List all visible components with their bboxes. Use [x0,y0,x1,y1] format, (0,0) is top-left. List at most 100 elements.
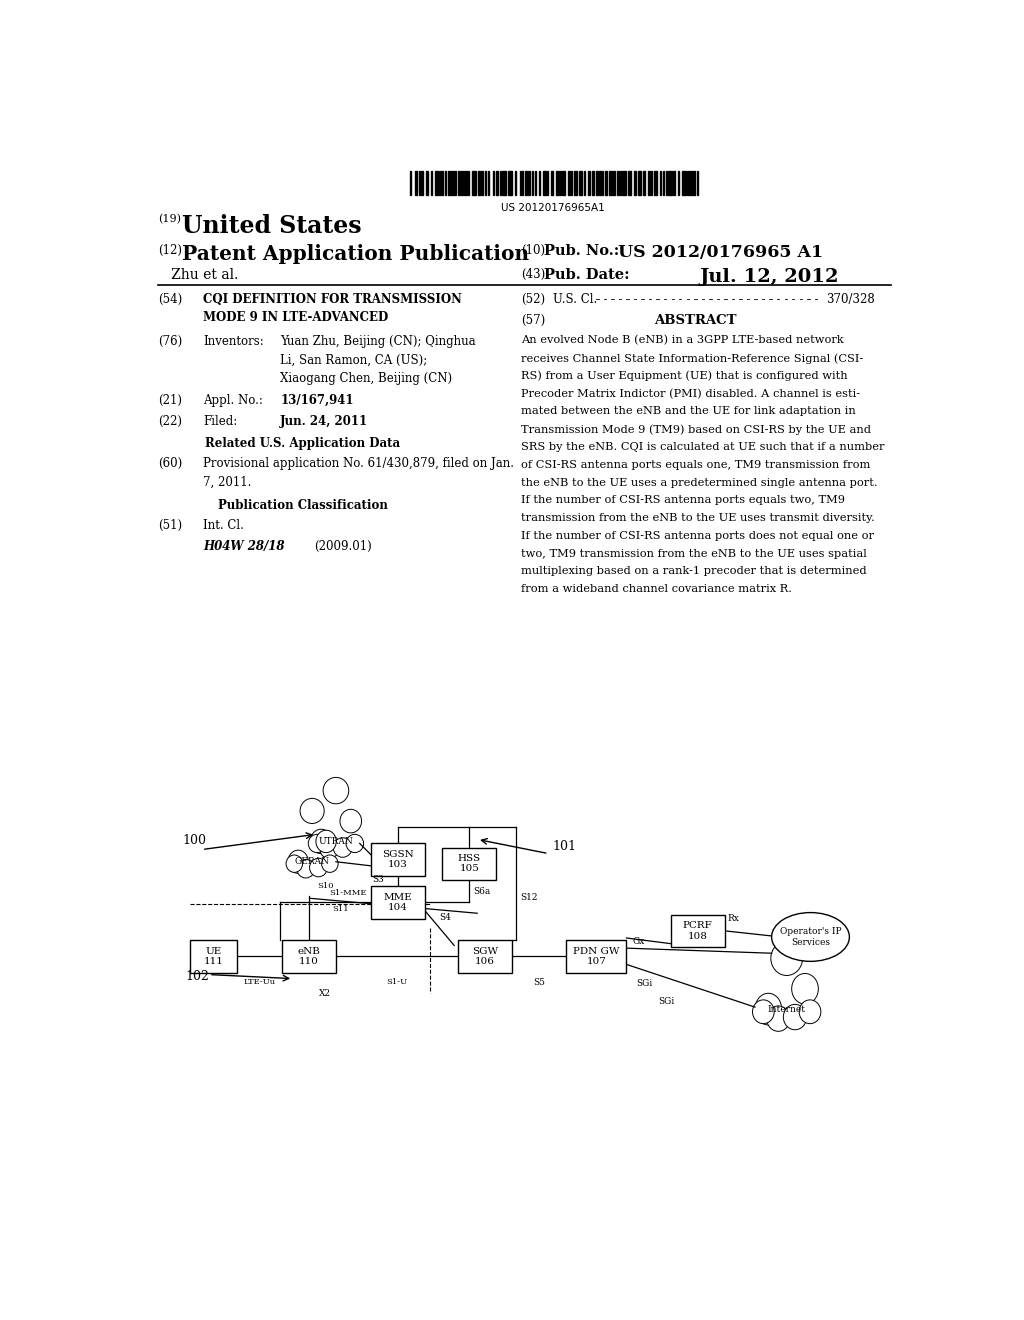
Text: (2009.01): (2009.01) [314,540,373,553]
Ellipse shape [340,809,361,833]
Bar [481,170,483,195]
Text: Jul. 12, 2012: Jul. 12, 2012 [699,268,839,286]
Ellipse shape [308,834,326,853]
Text: Pub. No.:: Pub. No.: [544,244,620,257]
Text: (51): (51) [158,519,182,532]
FancyBboxPatch shape [371,843,425,876]
Text: Jun. 24, 2011: Jun. 24, 2011 [281,414,369,428]
Ellipse shape [767,1006,791,1031]
Bar [628,170,631,195]
Text: S12: S12 [520,894,538,903]
Text: Int. Cl.: Int. Cl. [204,519,245,532]
Text: Rx: Rx [727,913,739,923]
Text: Gx: Gx [633,937,645,946]
Text: SRS by the eNB. CQI is calculated at UE such that if a number: SRS by the eNB. CQI is calculated at UE … [521,442,885,451]
Text: Publication Classification: Publication Classification [218,499,387,512]
Text: PDN GW
107: PDN GW 107 [573,946,620,966]
Text: the eNB to the UE uses a predetermined single antenna port.: the eNB to the UE uses a predetermined s… [521,478,878,487]
Text: Internet: Internet [768,1005,806,1014]
Text: LTE-Uu: LTE-Uu [244,978,275,986]
Ellipse shape [319,840,339,858]
Bar [500,170,501,195]
Bar [435,170,437,195]
Bar [426,170,428,195]
Ellipse shape [324,777,349,804]
Text: two, TM9 transmission from the eNB to the UE uses spatial: two, TM9 transmission from the eNB to th… [521,549,866,558]
Bar [543,170,546,195]
Ellipse shape [753,999,774,1024]
Bar [693,170,695,195]
Bar [697,170,698,195]
Bar [683,170,686,195]
Bar [410,170,412,195]
Text: MME
104: MME 104 [383,892,413,912]
Text: (19): (19) [158,214,181,224]
Bar [623,170,626,195]
Bar [659,170,662,195]
Bar [638,170,641,195]
Text: An evolved Node B (eNB) in a 3GPP LTE-based network: An evolved Node B (eNB) in a 3GPP LTE-ba… [521,335,844,346]
Ellipse shape [792,973,818,1005]
Text: UTRAN: UTRAN [318,837,353,846]
Bar [441,170,443,195]
Bar [620,170,622,195]
Text: PCRF
108: PCRF 108 [683,921,713,941]
Text: Related U.S. Application Data: Related U.S. Application Data [205,437,400,450]
Text: If the number of CSI-RS antenna ports does not equal one or: If the number of CSI-RS antenna ports do… [521,531,873,541]
Ellipse shape [316,830,336,853]
Bar [493,170,494,195]
Bar [605,170,607,195]
Text: CQI DEFINITION FOR TRANSMISSION: CQI DEFINITION FOR TRANSMISSION [204,293,462,305]
Text: (10): (10) [521,244,545,257]
Bar [539,170,540,195]
Text: (60): (60) [158,457,182,470]
Text: US 20120176965A1: US 20120176965A1 [501,203,604,213]
Text: 101: 101 [553,840,577,853]
Bar [568,170,569,195]
Text: United States: United States [182,214,361,239]
Bar [478,170,480,195]
Text: (12): (12) [158,244,182,257]
Bar [584,170,586,195]
Text: mated between the eNB and the UE for link adaptation in: mated between the eNB and the UE for lin… [521,407,856,416]
Text: (52): (52) [521,293,545,305]
Ellipse shape [799,999,821,1024]
Text: SGi: SGi [658,997,675,1006]
Text: SGi: SGi [636,978,652,987]
Ellipse shape [309,858,328,876]
Bar [455,170,456,195]
Text: Provisional application No. 61/430,879, filed on Jan.: Provisional application No. 61/430,879, … [204,457,514,470]
Text: US 2012/0176965 A1: US 2012/0176965 A1 [618,244,823,261]
Bar [497,170,498,195]
Bar [468,170,469,195]
Bar [452,170,453,195]
Text: U.S. Cl.: U.S. Cl. [553,293,597,305]
Text: (22): (22) [158,414,182,428]
Bar [654,170,656,195]
Bar [669,170,672,195]
Bar [508,170,512,195]
Ellipse shape [755,993,781,1026]
Bar [674,170,675,195]
Bar [648,170,650,195]
Bar [551,170,553,195]
Bar [574,170,577,195]
Text: (54): (54) [158,293,182,305]
Bar [503,170,506,195]
Text: 13/167,941: 13/167,941 [281,395,354,407]
Bar [415,170,417,195]
Bar [613,170,615,195]
Text: S3: S3 [372,875,384,883]
Bar [687,170,689,195]
Bar [421,170,423,195]
Text: receives Channel State Information-Reference Signal (CSI-: receives Channel State Information-Refer… [521,352,863,363]
Bar [431,170,432,195]
Text: Patent Application Publication: Patent Application Publication [182,244,529,264]
Text: Inventors:: Inventors: [204,335,264,348]
Bar [535,170,537,195]
Text: ABSTRACT: ABSTRACT [654,314,736,327]
Ellipse shape [297,859,314,878]
Text: Transmission Mode 9 (TM9) based on CSI-RS by the UE and: Transmission Mode 9 (TM9) based on CSI-R… [521,424,870,434]
Text: 102: 102 [185,970,209,982]
Bar [472,170,476,195]
